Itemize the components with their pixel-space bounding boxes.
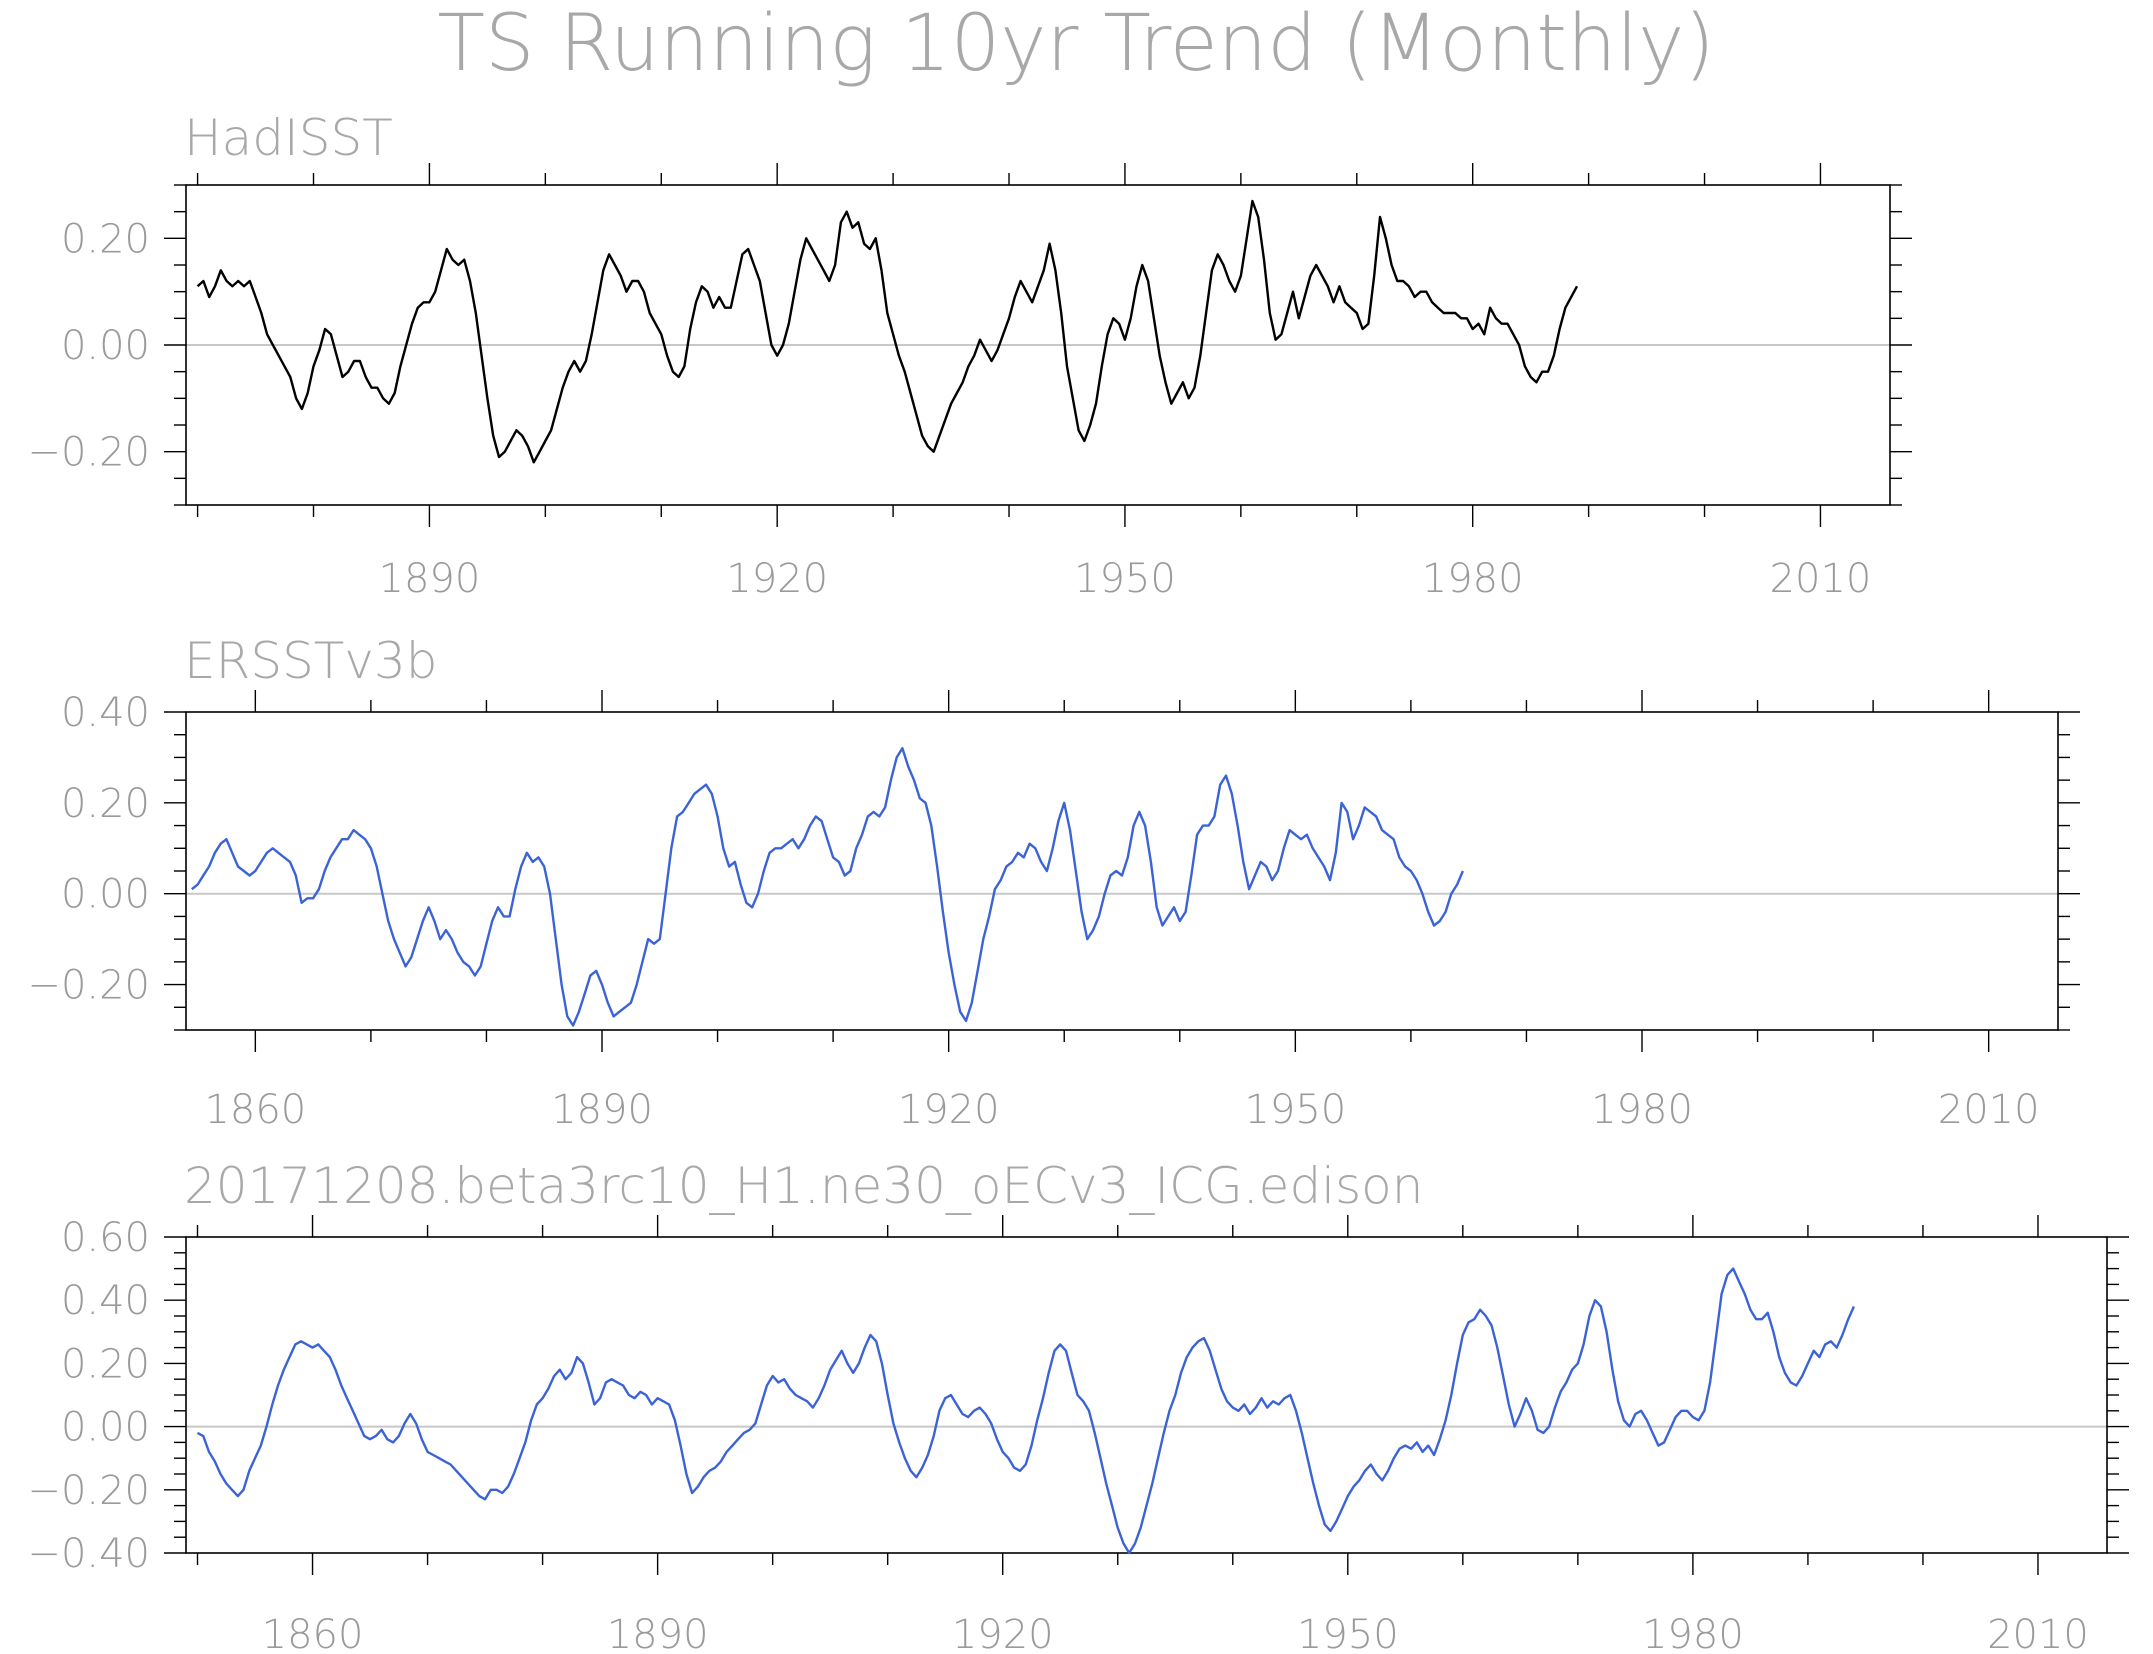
x-tick-label: 1950 bbox=[1297, 1612, 1399, 1654]
y-tick-label: 0.40 bbox=[61, 1278, 150, 1324]
x-tick-label: 1980 bbox=[1422, 556, 1524, 602]
plot-frame bbox=[185, 711, 2059, 1031]
y-tick-label: −0.20 bbox=[27, 430, 150, 476]
y-tick-label: −0.40 bbox=[27, 1531, 150, 1577]
panel-ersstv3b: ERSSTv3b 1860 1890 1920 1950 1980 2010 −0.20 0.0… bbox=[27, 632, 2080, 1133]
x-tick-label: 1920 bbox=[726, 556, 828, 602]
x-tick-label: 1890 bbox=[379, 556, 481, 602]
y-tick-label: 0.40 bbox=[61, 690, 150, 736]
x-tick-label: 1860 bbox=[204, 1087, 306, 1133]
x-tick-label: 1980 bbox=[1591, 1087, 1693, 1133]
x-tick-label: 1980 bbox=[1642, 1612, 1744, 1654]
x-tick-label: 1920 bbox=[898, 1087, 1000, 1133]
panel-title: HadISST bbox=[184, 109, 393, 167]
panel-hadisst: HadISST 1890 1920 1950 1980 2010 −0.20 0.00 0.20 bbox=[27, 109, 1912, 602]
series-line bbox=[196, 199, 1579, 464]
y-tick-label: 0.60 bbox=[61, 1215, 150, 1261]
x-tick-label: 1860 bbox=[262, 1612, 364, 1654]
panel-model: 20171208.beta3rc10_H1.ne30_oECv3_ICG.edi… bbox=[27, 1157, 2129, 1654]
x-tick-label: 1950 bbox=[1074, 556, 1176, 602]
series-line bbox=[196, 1267, 1855, 1555]
panel-title: ERSSTv3b bbox=[184, 632, 438, 690]
x-tick-label: 1890 bbox=[551, 1087, 653, 1133]
y-tick-label: −0.20 bbox=[27, 1468, 150, 1514]
x-tick-label: 1950 bbox=[1244, 1087, 1346, 1133]
figure-title: TS Running 10yr Trend (Monthly) bbox=[437, 0, 1714, 89]
x-tick-label: 2010 bbox=[1938, 1087, 2040, 1133]
y-tick-label: 0.00 bbox=[61, 1405, 150, 1451]
series-line bbox=[191, 747, 1465, 1027]
y-tick-label: −0.20 bbox=[27, 963, 150, 1009]
y-tick-label: 0.00 bbox=[61, 323, 150, 369]
x-tick-label: 2010 bbox=[1770, 556, 1872, 602]
x-tick-label: 1890 bbox=[607, 1612, 709, 1654]
y-tick-label: 0.00 bbox=[61, 872, 150, 918]
y-tick-label: 0.20 bbox=[61, 1341, 150, 1387]
y-tick-label: 0.20 bbox=[61, 781, 150, 827]
y-tick-label: 0.20 bbox=[61, 216, 150, 262]
x-tick-label: 2010 bbox=[1987, 1612, 2089, 1654]
x-tick-label: 1920 bbox=[952, 1612, 1054, 1654]
panel-title: 20171208.beta3rc10_H1.ne30_oECv3_ICG.edi… bbox=[184, 1157, 1423, 1215]
